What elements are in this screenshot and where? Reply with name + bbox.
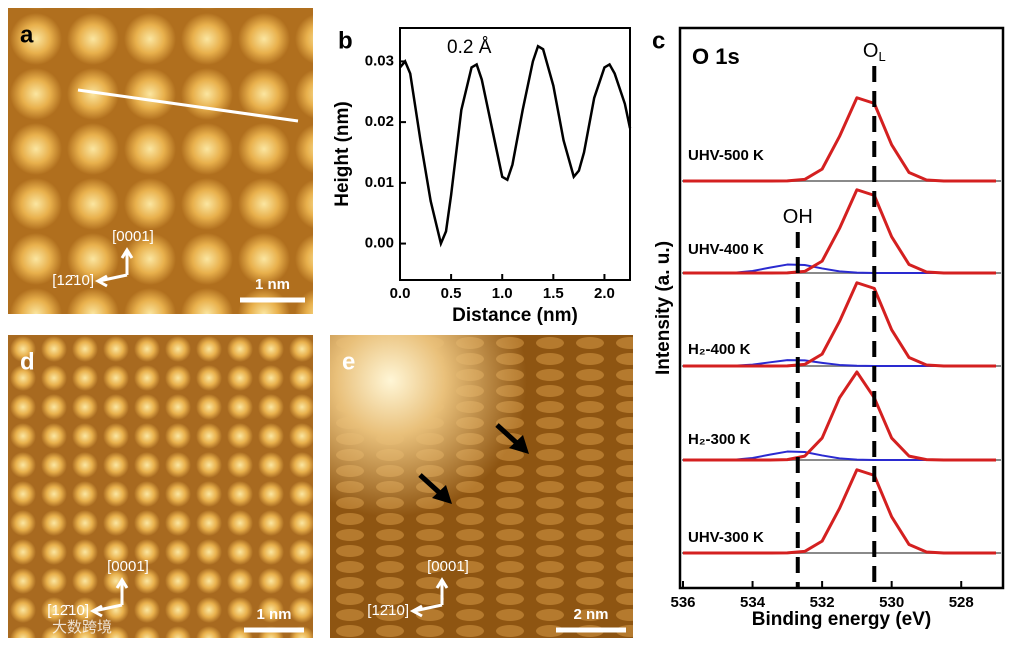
ol-component — [683, 281, 996, 368]
x-tick-label: 0.5 — [441, 285, 462, 302]
profile-line — [77, 88, 299, 123]
panel-letter: c — [652, 27, 665, 54]
watermark: 大数跨境 — [52, 618, 112, 636]
direction-arrows — [89, 577, 129, 618]
marker-text: O — [863, 40, 879, 62]
direction-up: [0001] — [112, 228, 154, 245]
direction-left: [12̄10] — [367, 602, 409, 619]
panel-letter: e — [342, 348, 355, 375]
y-tick-label: 0.00 — [365, 235, 394, 252]
ol-component — [683, 468, 996, 555]
spectrum-label: UHV-500 K — [688, 147, 764, 164]
spectrum-label: H₂-400 K — [688, 341, 751, 358]
marker-text: OH — [783, 206, 813, 228]
marker-subscript: L — [878, 49, 885, 64]
scale-bar-label: 1 nm — [255, 276, 290, 293]
x-axis-label: Binding energy (eV) — [752, 609, 931, 630]
panel-letter: b — [338, 27, 353, 54]
x-tick-label: 534 — [740, 594, 766, 611]
x-tick-label: 530 — [879, 594, 904, 611]
arrows-e — [418, 423, 529, 504]
annotation: 0.2 Å — [447, 37, 492, 58]
scale-bar-label: 2 nm — [573, 606, 608, 623]
stm-image-a — [8, 8, 313, 314]
x-tick-label: 528 — [949, 594, 974, 611]
direction-arrows — [94, 247, 134, 288]
bright-region — [330, 335, 633, 638]
panel-letter: a — [20, 21, 34, 48]
direction-up: [0001] — [107, 558, 149, 575]
plot-frame — [399, 27, 631, 281]
ol-component — [683, 188, 996, 275]
x-tick-label: 1.5 — [543, 285, 564, 302]
direction-left: [12̄10] — [47, 602, 89, 619]
profile-line — [399, 44, 632, 248]
y-tick-label: 0.01 — [365, 174, 394, 191]
direction-up: [0001] — [427, 558, 469, 575]
x-axis-label: Distance (nm) — [452, 305, 578, 326]
chart-title: O 1s — [692, 44, 740, 69]
spectrum-label: UHV-300 K — [688, 529, 764, 546]
x-tick-label: 2.0 — [594, 285, 615, 302]
y-tick-label: 0.03 — [365, 52, 394, 69]
x-tick-label: 0.0 — [390, 285, 411, 302]
x-tick-label: 536 — [670, 594, 695, 611]
ol-component — [683, 370, 996, 462]
plot-frame — [678, 26, 1005, 590]
y-axis-label: Height (nm) — [332, 101, 353, 207]
marker-label: OL — [863, 40, 886, 64]
scale-bar-label: 1 nm — [256, 606, 291, 623]
y-axis-label: Intensity (a. u.) — [653, 241, 674, 375]
x-tick-label: 532 — [810, 594, 835, 611]
spectrum-label: UHV-400 K — [688, 241, 764, 258]
x-tick-label: 1.0 — [492, 285, 513, 302]
ol-component — [683, 96, 996, 183]
panel-letter: d — [20, 348, 35, 375]
marker-label: OH — [783, 206, 813, 228]
direction-arrows — [409, 577, 449, 618]
spectrum-label: H₂-300 K — [688, 431, 751, 448]
y-tick-label: 0.02 — [365, 113, 394, 130]
stm-image-d — [8, 335, 313, 638]
direction-left: [12̄10] — [52, 272, 94, 289]
